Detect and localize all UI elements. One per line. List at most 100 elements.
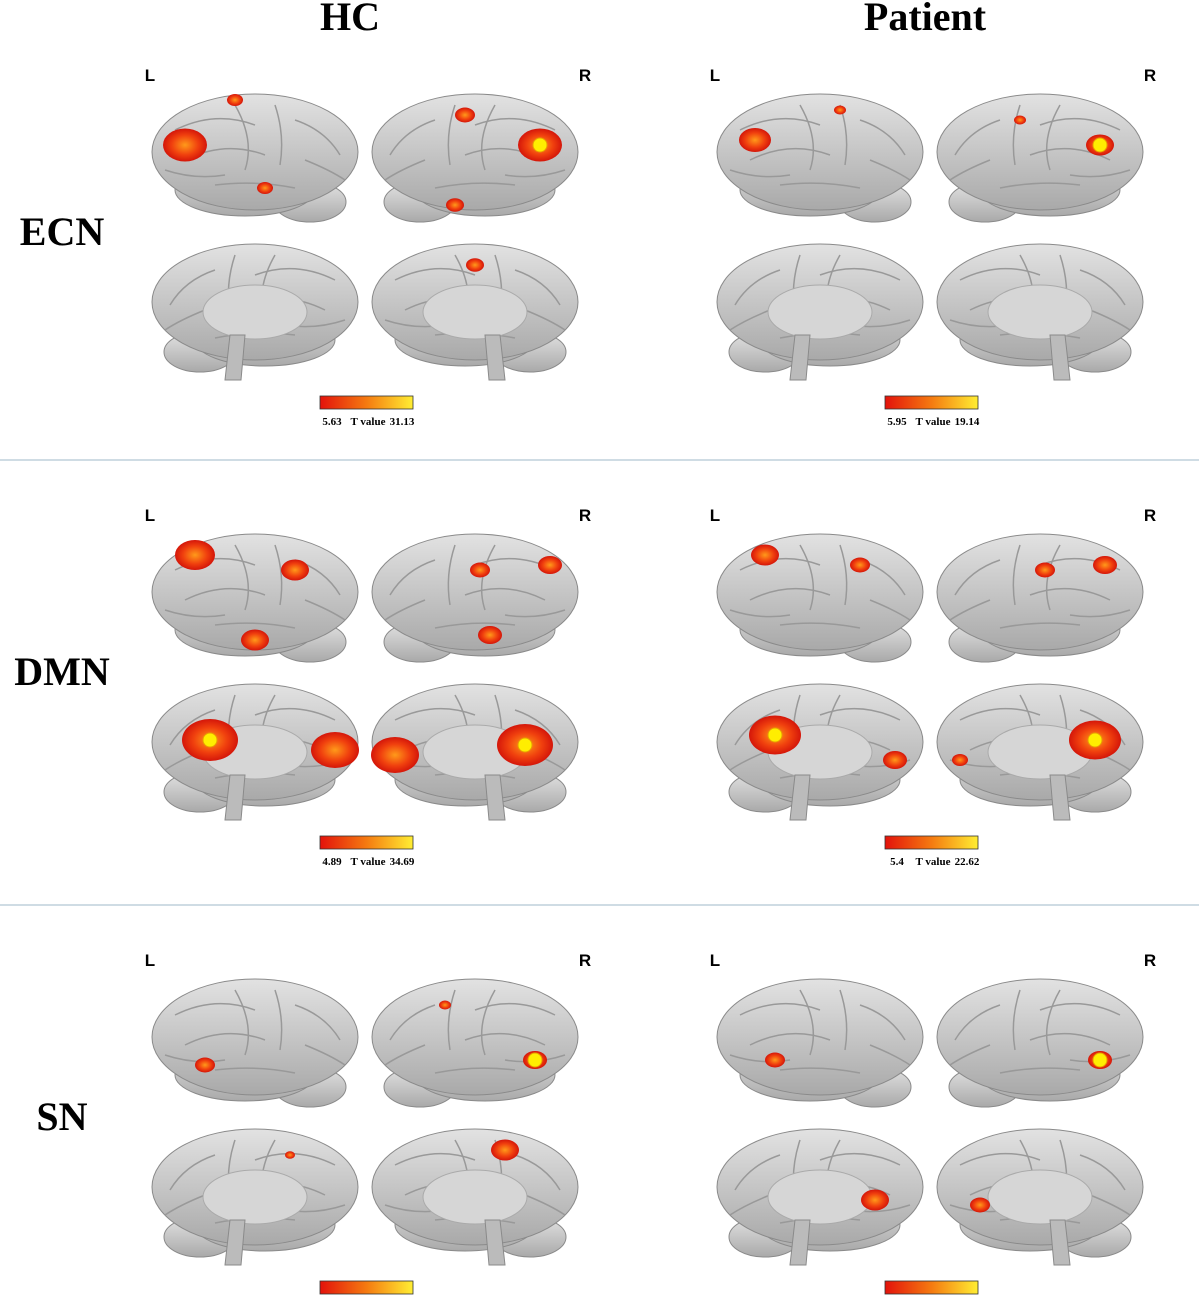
sulcus: [1045, 104, 1061, 171]
activation: [439, 1000, 451, 1010]
brain: [716, 533, 924, 663]
peak: [1092, 137, 1108, 153]
sulcus: [174, 117, 256, 131]
colorbar-label: T value: [916, 856, 951, 868]
activation: [257, 182, 273, 194]
sulcus: [389, 119, 436, 156]
sulcus: [504, 609, 566, 618]
sulcus: [434, 1067, 516, 1074]
colorbar-min: 4.89: [322, 856, 342, 868]
corpus-callosum: [422, 1169, 528, 1225]
sulcus: [254, 707, 336, 721]
activation: [227, 94, 243, 106]
sulcus: [729, 609, 791, 618]
brainstem: [1049, 334, 1071, 381]
brainstem: [484, 1219, 506, 1266]
brain: [151, 978, 359, 1108]
sulcus: [514, 709, 561, 746]
colorbar: [884, 395, 979, 410]
activation: [371, 737, 419, 773]
hemisphere-label: L: [710, 66, 720, 85]
hemisphere-label: L: [145, 66, 155, 85]
hemisphere-label: R: [1144, 506, 1156, 525]
sulcus: [254, 267, 336, 281]
sulcus: [169, 709, 216, 746]
colorbar-min: 5.95: [887, 416, 907, 428]
sulcus: [474, 1002, 556, 1016]
sulcus: [959, 267, 1041, 281]
sulcus: [480, 989, 496, 1056]
sulcus: [1012, 989, 1021, 1051]
sulcus: [949, 1044, 991, 1066]
sulcus: [954, 1004, 1001, 1041]
sulcus: [434, 622, 516, 629]
sulcus: [234, 989, 250, 1056]
sulcus: [164, 1054, 226, 1063]
sulcus: [214, 182, 296, 189]
brain: [936, 978, 1144, 1108]
peak: [517, 737, 533, 753]
activation: [751, 544, 779, 566]
brain: [936, 93, 1144, 223]
sulcus: [164, 1194, 206, 1216]
sulcus: [434, 182, 516, 189]
brain: [936, 683, 1144, 821]
sulcus: [447, 104, 456, 166]
sulcus: [524, 309, 566, 331]
sulcus: [389, 559, 436, 596]
corpus-callosum: [202, 1169, 308, 1225]
sulcus: [464, 1032, 546, 1046]
activation: [834, 105, 846, 115]
sulcus: [480, 104, 496, 171]
brain: [151, 683, 359, 821]
sulcus: [839, 544, 848, 606]
sulcus: [839, 989, 848, 1051]
activation: [1035, 562, 1055, 578]
peak: [532, 137, 548, 153]
brainstem: [484, 334, 506, 381]
sulcus: [1029, 1032, 1111, 1046]
activation: [163, 128, 207, 162]
colorbar-max: 31.13: [390, 416, 415, 428]
activation: [765, 1052, 785, 1068]
brainstem: [1049, 1219, 1071, 1266]
sulcus: [954, 559, 1001, 596]
brainstem: [789, 334, 811, 381]
sulcus: [729, 309, 771, 331]
hemisphere-label: R: [1144, 66, 1156, 85]
sulcus: [384, 599, 426, 621]
sulcus: [1029, 587, 1111, 601]
colorbar-max: 22.62: [955, 856, 980, 868]
sulcus: [234, 544, 250, 611]
activation: [470, 562, 490, 578]
sulcus: [799, 104, 815, 171]
brainstem: [224, 334, 246, 381]
corpus-callosum: [767, 1169, 873, 1225]
activation: [1014, 115, 1026, 125]
activation: [175, 540, 215, 570]
activation: [281, 559, 309, 581]
activation: [861, 1189, 889, 1211]
colorbar-max: 19.14: [955, 416, 980, 428]
activation: [850, 557, 870, 573]
sulcus: [389, 1004, 436, 1041]
sulcus: [1012, 104, 1021, 166]
brainstem: [224, 1219, 246, 1266]
column-header: HC: [320, 0, 380, 39]
sulcus: [749, 1032, 831, 1046]
brain: [371, 683, 579, 821]
sulcus: [1045, 544, 1061, 611]
row-label: ECN: [20, 209, 105, 254]
sulcus: [954, 119, 1001, 156]
corpus-callosum: [987, 1169, 1093, 1225]
brain: [936, 533, 1144, 663]
sulcus: [779, 1067, 861, 1074]
sulcus: [779, 622, 861, 629]
activation: [970, 1197, 990, 1213]
sulcus: [234, 104, 250, 171]
sulcus: [739, 117, 821, 131]
sulcus: [169, 269, 216, 306]
sulcus: [779, 182, 861, 189]
brain: [936, 1128, 1144, 1266]
sulcus: [294, 119, 341, 156]
